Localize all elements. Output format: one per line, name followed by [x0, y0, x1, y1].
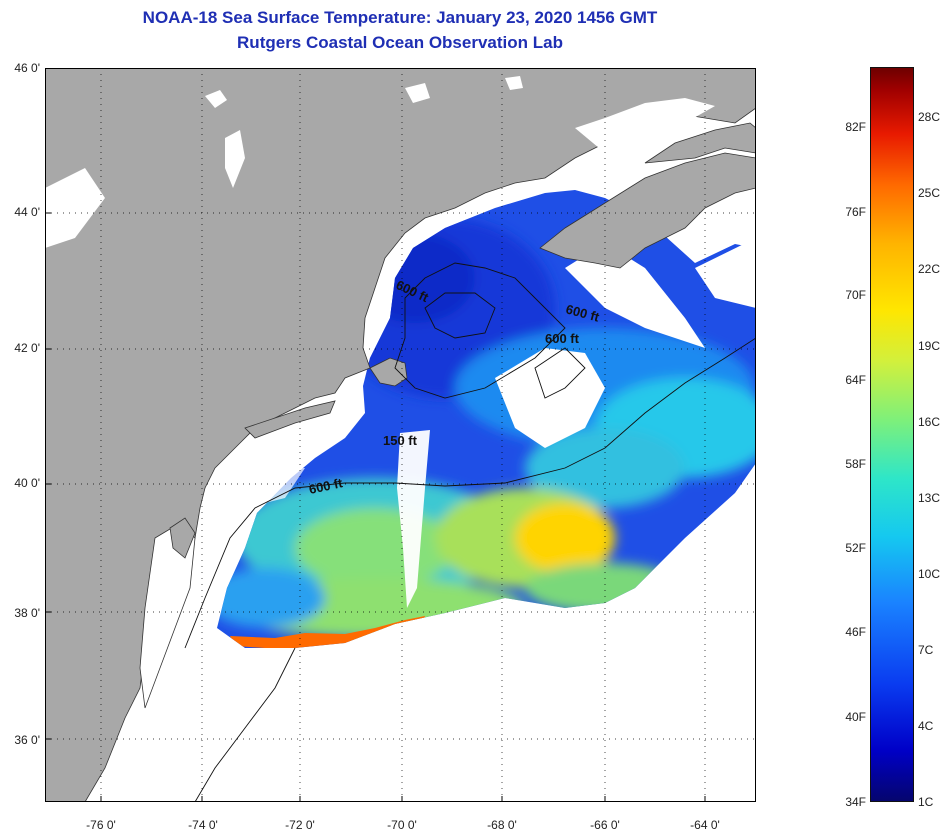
temperature-colorbar: [870, 67, 914, 802]
sst-map: 600 ft 600 ft 600 ft 150 ft 600 ft: [45, 68, 756, 802]
colorbar-label-f: 82F: [845, 120, 866, 134]
colorbar-label-c: 4C: [918, 719, 934, 733]
colorbar-label-c: 1C: [918, 795, 934, 809]
lon-label-68: -68 0': [487, 818, 517, 832]
cloud-gap: [695, 238, 756, 308]
colorbar-label-c: 7C: [918, 643, 934, 657]
lon-label-70: -70 0': [387, 818, 417, 832]
colorbar-label-c: 10C: [918, 567, 941, 581]
lat-label-46: 46 0': [14, 61, 40, 75]
lat-label-38: 38 0': [14, 606, 40, 620]
axis-ticks: [45, 212, 706, 802]
colorbar-label-c: 25C: [918, 186, 941, 200]
bathymetry-contours: [184, 262, 756, 802]
lon-label-66: -66 0': [590, 818, 620, 832]
colorbar-label-f: 34F: [845, 795, 866, 809]
colorbar-label-c: 13C: [918, 491, 941, 505]
colorbar-label-c: 16C: [918, 415, 941, 429]
colorbar-label-f: 70F: [845, 288, 866, 302]
colorbar-label-c: 19C: [918, 339, 941, 353]
contour-label: 150 ft: [383, 433, 418, 448]
colorbar-label-f: 46F: [845, 625, 866, 639]
page-title: NOAA-18 Sea Surface Temperature: January…: [142, 8, 658, 27]
colorbar-label-c: 22C: [918, 262, 941, 276]
colorbar-label-c: 28C: [918, 110, 941, 124]
lat-label-44: 44 0': [14, 205, 40, 219]
landmass: [45, 68, 756, 802]
colorbar-label-f: 58F: [845, 457, 866, 471]
colorbar-label-f: 64F: [845, 373, 866, 387]
contour-label: 600 ft: [545, 331, 580, 346]
contour-label: 600 ft: [308, 475, 345, 497]
map-border: [45, 68, 756, 802]
lon-label-64: -64 0': [690, 818, 720, 832]
page-subtitle: Rutgers Coastal Ocean Observation Lab: [237, 33, 563, 52]
lat-label-40: 40 0': [14, 476, 40, 490]
lat-label-36: 36 0': [14, 733, 40, 747]
graticule: [45, 68, 756, 802]
colorbar-label-f: 40F: [845, 710, 866, 724]
inland-lakes: [45, 76, 715, 248]
colorbar-label-f: 76F: [845, 205, 866, 219]
cloud-gap: [397, 430, 430, 608]
cloud-gap: [495, 348, 605, 448]
cloud-gap: [225, 468, 305, 508]
cloud-gap: [565, 243, 705, 348]
lat-label-42: 42 0': [14, 341, 40, 355]
lon-label-72: -72 0': [285, 818, 315, 832]
lon-label-74: -74 0': [188, 818, 218, 832]
colorbar-label-f: 52F: [845, 541, 866, 555]
lon-label-76: -76 0': [86, 818, 116, 832]
